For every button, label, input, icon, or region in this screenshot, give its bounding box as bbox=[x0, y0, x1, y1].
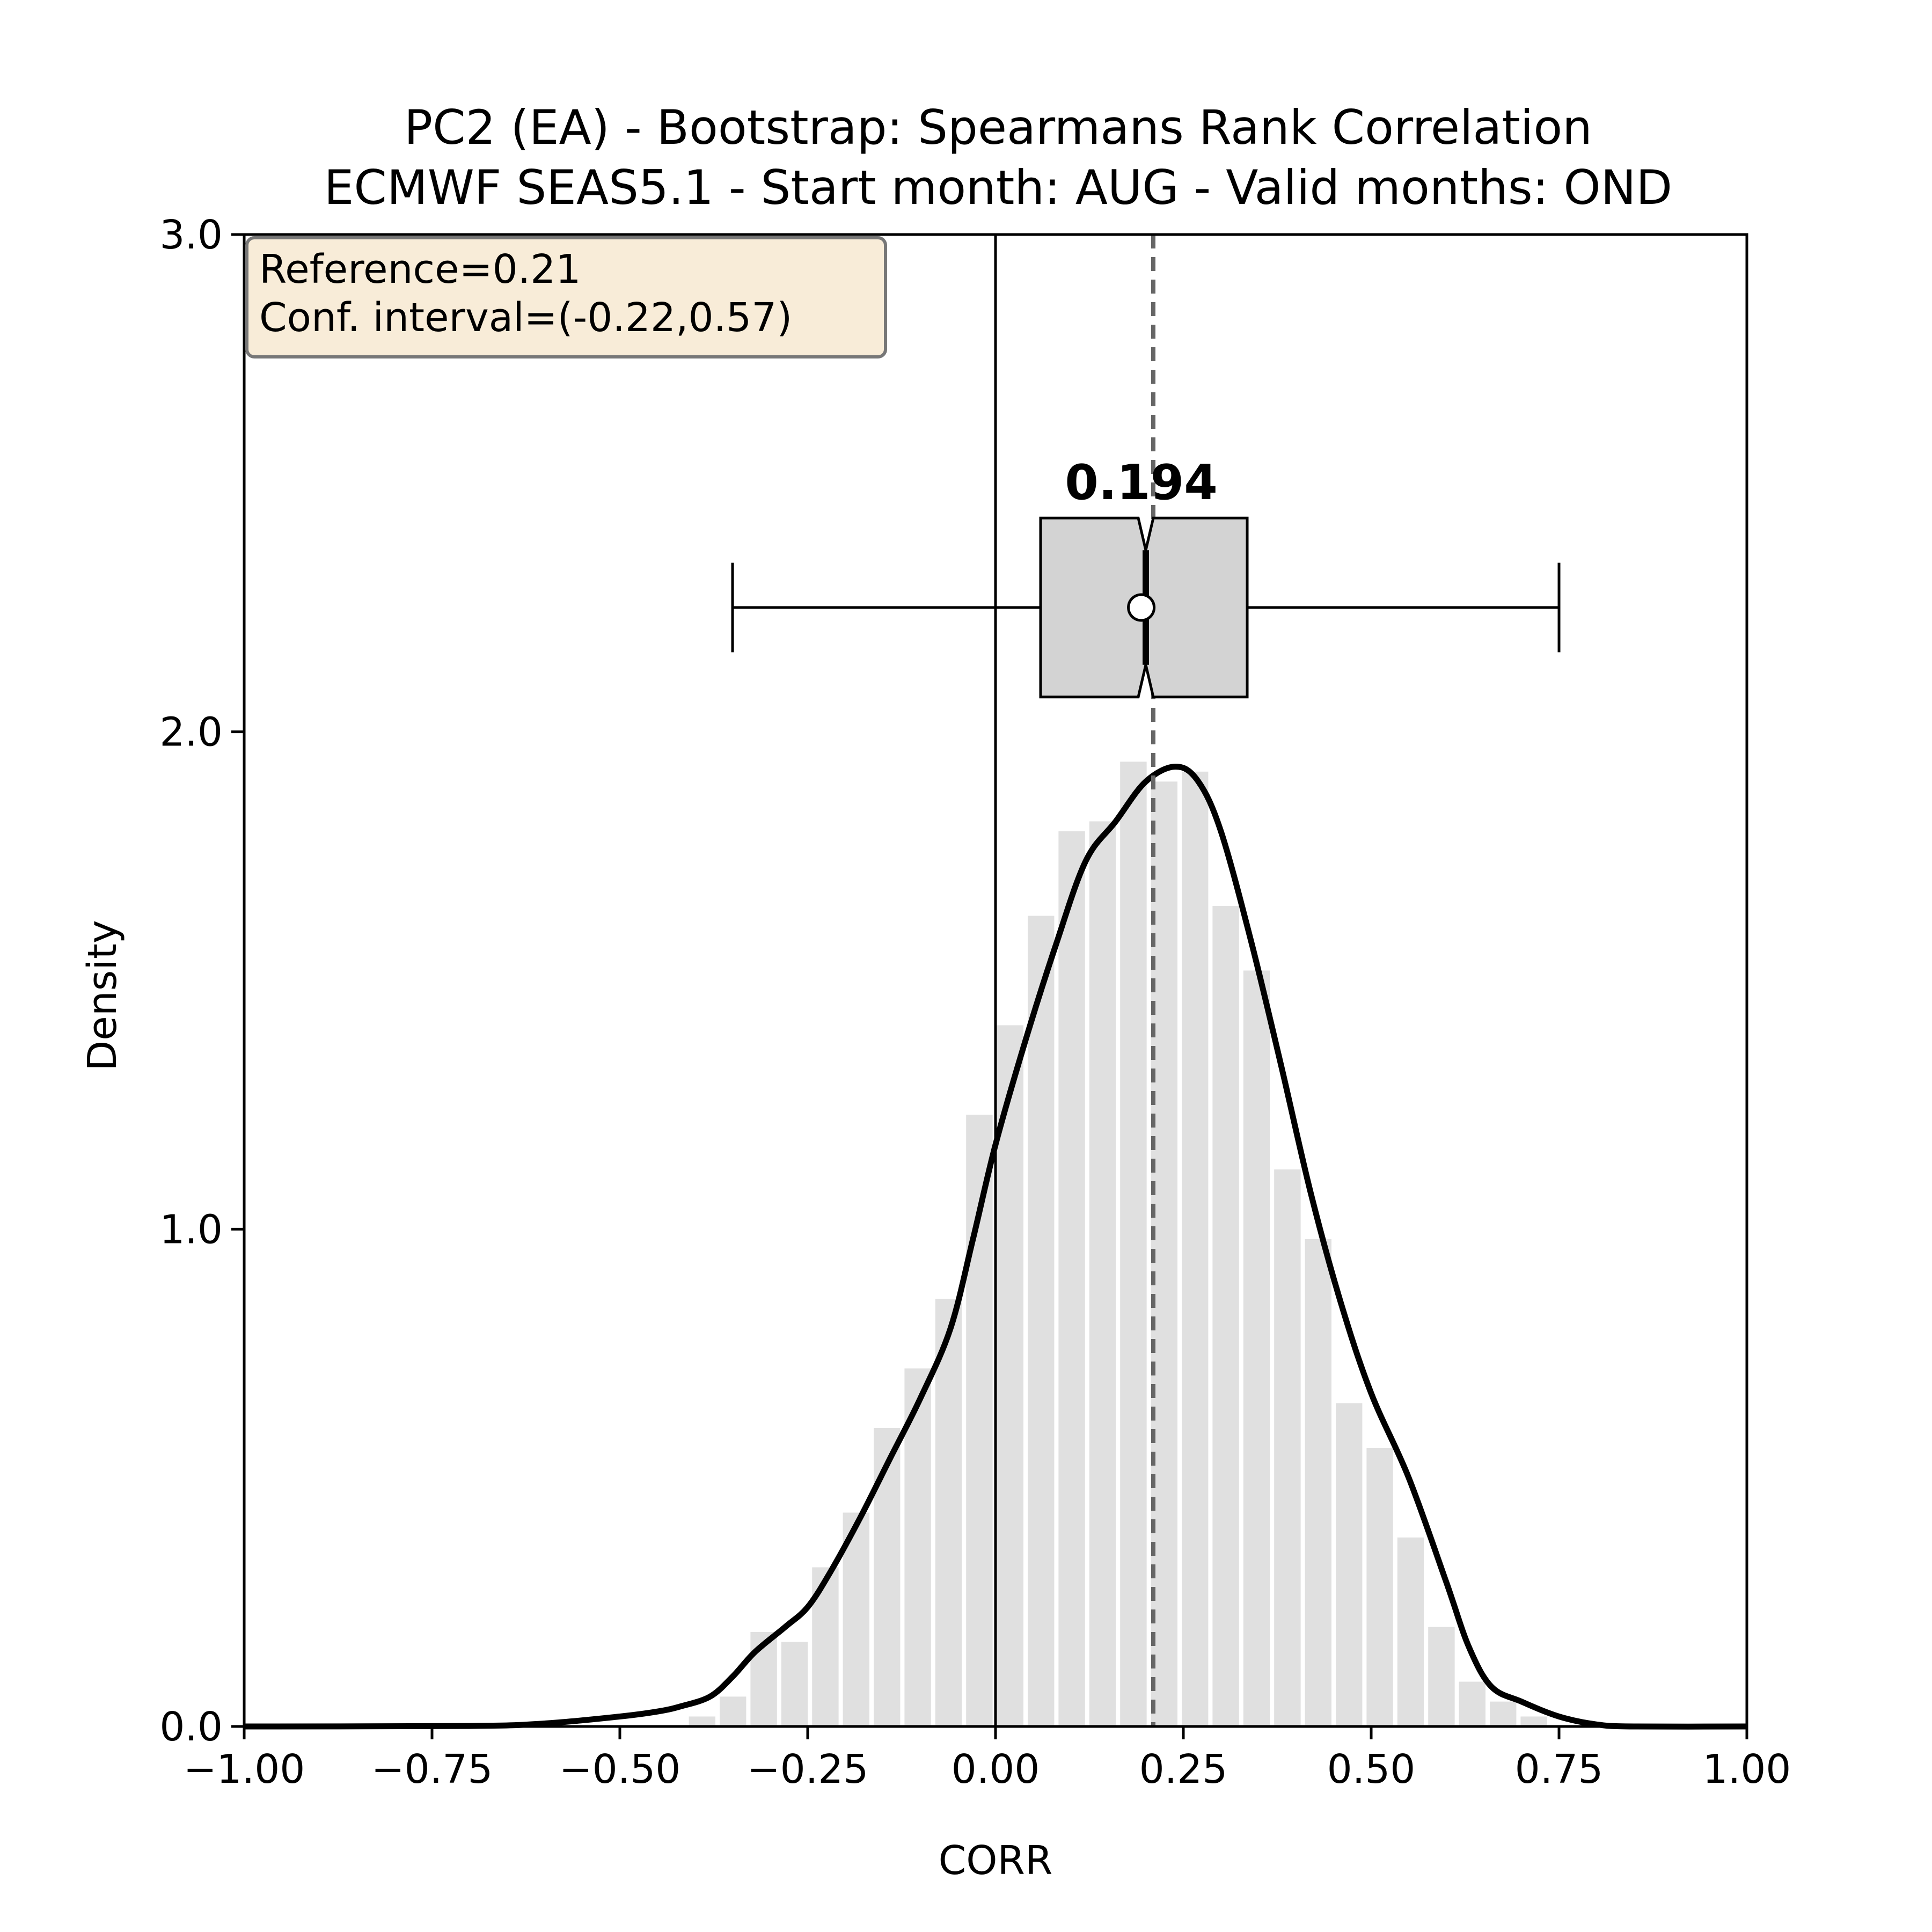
x-axis-ticks: −1.00 −0.75 −0.50 −0.25 0.00 0.25 0.50 0.75 1.00 bbox=[184, 1726, 1791, 1792]
x-tick-label-7: 0.75 bbox=[1515, 1746, 1604, 1792]
x-tick-label-1: −0.75 bbox=[371, 1746, 493, 1792]
histogram-bar-6 bbox=[874, 1428, 901, 1726]
x-tick-label-2: −0.50 bbox=[559, 1746, 681, 1792]
y-tick-label-1: 1.0 bbox=[159, 1206, 223, 1253]
x-tick-label-8: 1.00 bbox=[1703, 1746, 1791, 1792]
histogram-bar-23 bbox=[1397, 1537, 1424, 1726]
histogram-bar-19 bbox=[1274, 1169, 1301, 1726]
info-box-reference: Reference=0.21 bbox=[259, 246, 581, 292]
histogram-bar-16 bbox=[1182, 771, 1209, 1726]
histogram-bar-18 bbox=[1243, 970, 1270, 1726]
y-tick-label-0: 0.0 bbox=[159, 1704, 223, 1750]
info-box: Reference=0.21 Conf. interval=(-0.22,0.5… bbox=[245, 236, 887, 358]
boxplot-mean-marker bbox=[1127, 593, 1156, 622]
histogram-bar-0 bbox=[689, 1716, 715, 1726]
histogram-bar-24 bbox=[1428, 1627, 1455, 1726]
x-tick-label-4: 0.00 bbox=[952, 1746, 1040, 1792]
y-tick-label-3: 3.0 bbox=[159, 212, 223, 258]
histogram-bar-5 bbox=[843, 1512, 869, 1726]
histogram-bar-22 bbox=[1366, 1448, 1393, 1726]
histogram-bar-17 bbox=[1212, 906, 1239, 1726]
y-axis-ticks: 0.0 1.0 2.0 3.0 bbox=[159, 212, 244, 1750]
histogram-bar-13 bbox=[1089, 821, 1116, 1726]
histogram-bar-20 bbox=[1305, 1239, 1331, 1726]
histogram-bar-12 bbox=[1058, 831, 1085, 1726]
histogram-bar-8 bbox=[935, 1299, 962, 1726]
chart-title: PC2 (EA) - Bootstrap: Spearmans Rank Cor… bbox=[404, 100, 1592, 155]
histogram-bar-11 bbox=[1028, 916, 1055, 1726]
histogram-bar-1 bbox=[720, 1696, 747, 1726]
info-box-background bbox=[245, 236, 887, 358]
histogram-bar-10 bbox=[997, 1025, 1023, 1726]
x-tick-label-5: 0.25 bbox=[1139, 1746, 1228, 1792]
histogram-bar-27 bbox=[1520, 1716, 1547, 1726]
histogram-bar-21 bbox=[1336, 1403, 1363, 1726]
kde-curve bbox=[244, 764, 1747, 1730]
histogram-bar-26 bbox=[1490, 1701, 1517, 1726]
info-box-conf-interval: Conf. interval=(-0.22,0.57) bbox=[259, 295, 792, 341]
chart-subtitle: ECMWF SEAS5.1 - Start month: AUG - Valid… bbox=[324, 160, 1672, 215]
x-axis-label: CORR bbox=[939, 1838, 1053, 1884]
boxplot-mean-label: 0.194 bbox=[1065, 455, 1218, 511]
x-tick-label-3: −0.25 bbox=[747, 1746, 869, 1792]
histogram-bar-3 bbox=[781, 1642, 808, 1726]
x-tick-label-6: 0.50 bbox=[1327, 1746, 1416, 1792]
histogram-bar-14 bbox=[1120, 762, 1147, 1726]
boxplot: 0.194 bbox=[731, 455, 1561, 699]
x-tick-label-0: −1.00 bbox=[184, 1746, 305, 1792]
y-tick-label-2: 2.0 bbox=[159, 709, 223, 756]
y-axis-label: Density bbox=[79, 920, 126, 1071]
histogram-bar-25 bbox=[1459, 1681, 1485, 1726]
